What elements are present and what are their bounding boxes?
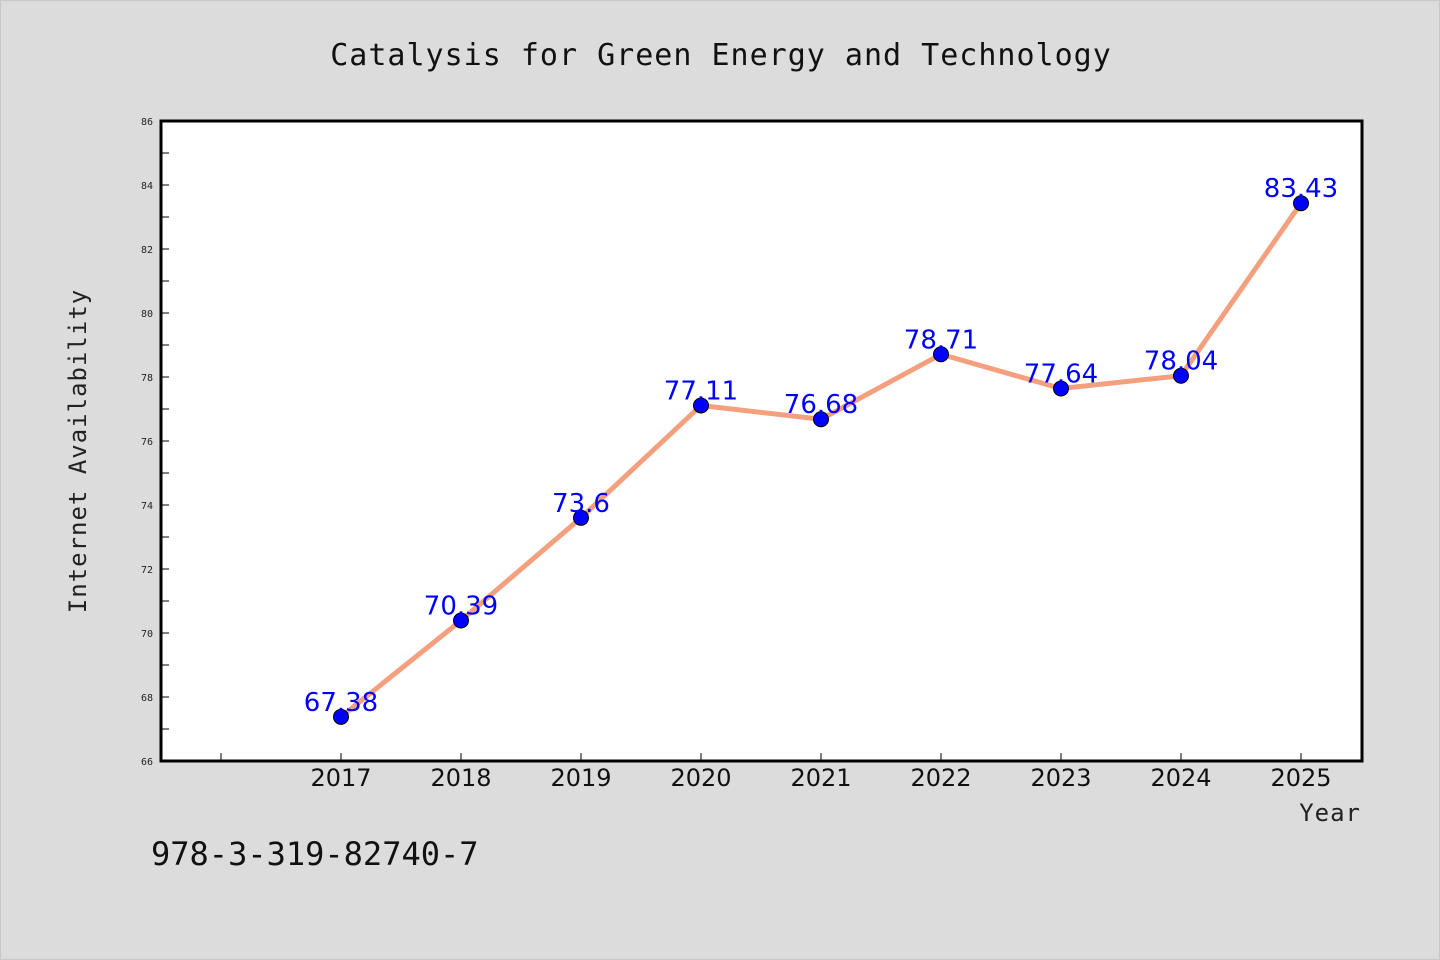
x-tick-label: 2022 bbox=[910, 764, 971, 792]
x-tick-label: 2025 bbox=[1270, 764, 1331, 792]
x-tick-label: 2024 bbox=[1150, 764, 1211, 792]
plot-area bbox=[159, 119, 1364, 763]
data-point bbox=[693, 397, 709, 414]
data-label: 77.64 bbox=[1024, 360, 1098, 390]
data-point bbox=[933, 346, 949, 363]
x-tick-label: 2020 bbox=[670, 764, 731, 792]
data-point bbox=[333, 708, 349, 725]
x-tick-label: 2017 bbox=[310, 764, 371, 792]
data-labels: 67.38 70.39 73.6 77.11 76.68 78.71 77.64 78.04 8… bbox=[304, 174, 1338, 718]
x-axis-ticks: 2017 2018 2019 2020 2021 2022 2023 2024 2025 bbox=[220, 753, 1332, 792]
chart-title: Catalysis for Green Energy and Technolog… bbox=[330, 38, 1112, 73]
data-point bbox=[1293, 195, 1309, 212]
data-point bbox=[1173, 367, 1189, 384]
data-label: 76.68 bbox=[784, 390, 858, 420]
y-tick-label: 80 bbox=[141, 309, 153, 320]
y-axis-ticks: 66 68 70 72 74 76 78 80 82 84 86 bbox=[141, 117, 169, 768]
x-axis-label: Year bbox=[1299, 799, 1361, 827]
y-tick-label: 74 bbox=[141, 501, 153, 512]
data-label: 77.11 bbox=[664, 376, 738, 406]
x-tick-label: 2018 bbox=[430, 764, 491, 792]
data-point bbox=[573, 509, 589, 526]
data-label: 78.71 bbox=[904, 325, 978, 355]
data-label: 78.04 bbox=[1144, 347, 1218, 377]
y-tick-label: 66 bbox=[141, 757, 153, 768]
data-label: 83.43 bbox=[1264, 174, 1338, 204]
y-tick-label: 84 bbox=[141, 181, 153, 192]
data-label: 73.6 bbox=[552, 489, 610, 519]
data-markers bbox=[333, 195, 1309, 725]
data-point bbox=[1053, 380, 1069, 397]
y-tick-label: 82 bbox=[141, 245, 153, 256]
data-label: 67.38 bbox=[304, 688, 378, 718]
y-tick-label: 70 bbox=[141, 629, 153, 640]
data-label: 70.39 bbox=[424, 592, 498, 622]
y-tick-label: 86 bbox=[141, 117, 153, 128]
y-tick-label: 72 bbox=[141, 565, 153, 576]
data-point bbox=[453, 612, 469, 629]
data-point bbox=[813, 411, 829, 428]
x-tick-label: 2019 bbox=[550, 764, 611, 792]
x-tick-label: 2021 bbox=[790, 764, 851, 792]
y-tick-label: 76 bbox=[141, 437, 153, 448]
y-tick-label: 68 bbox=[141, 693, 153, 704]
isbn-footer: 978-3-319-82740-7 bbox=[151, 835, 479, 873]
x-tick-label: 2023 bbox=[1030, 764, 1091, 792]
y-axis-label: Internet Availability bbox=[64, 289, 92, 613]
y-tick-label: 78 bbox=[141, 373, 153, 384]
